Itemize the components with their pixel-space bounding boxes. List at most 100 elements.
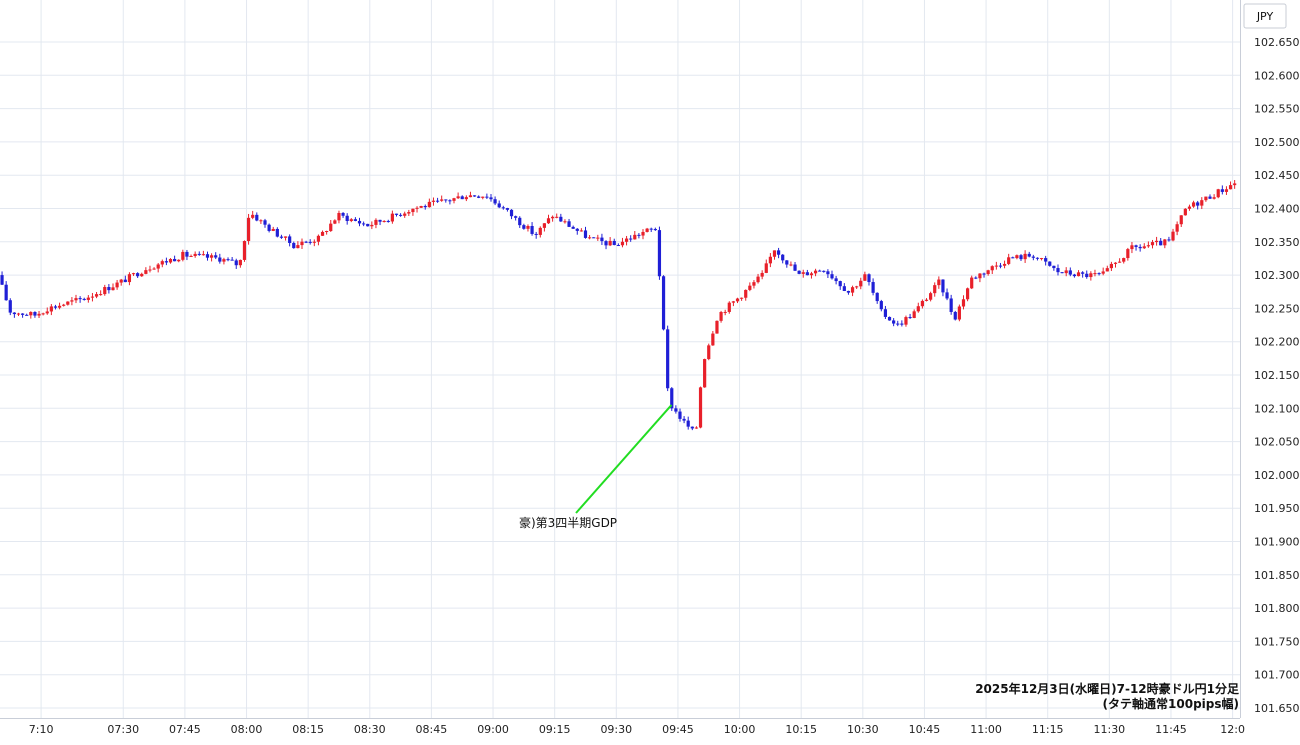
x-tick-label: 09:30 (600, 723, 632, 736)
candle (629, 235, 633, 242)
candle (214, 252, 218, 260)
candle (493, 196, 497, 206)
candle (526, 224, 530, 232)
candle (933, 282, 937, 297)
candle (559, 213, 563, 222)
candle (292, 241, 296, 249)
y-tick-label: 101.950 (1254, 502, 1300, 515)
candle (711, 331, 715, 346)
candle (94, 291, 99, 299)
candle (345, 213, 349, 225)
candle (362, 221, 366, 227)
candle (1031, 254, 1035, 261)
candle (768, 253, 772, 268)
candle (670, 387, 674, 411)
candle (1191, 200, 1196, 208)
y-tick-label: 102.500 (1254, 136, 1300, 149)
y-tick-label: 102.350 (1254, 236, 1300, 249)
candle (719, 310, 723, 323)
candle (875, 292, 879, 304)
candle (998, 262, 1003, 269)
annotation-group: 豪)第3四半期GDP (519, 404, 673, 530)
x-tick-label: 07:30 (107, 723, 139, 736)
candle (300, 238, 304, 249)
candle (1076, 270, 1081, 277)
candle (772, 250, 777, 260)
candle (846, 290, 851, 295)
candle (333, 219, 337, 225)
candle (563, 219, 567, 224)
candle (715, 320, 719, 334)
candle (57, 302, 62, 310)
candle (246, 213, 251, 245)
candle (949, 294, 953, 315)
candle (127, 272, 132, 286)
candle (1068, 267, 1072, 277)
candle (1064, 267, 1068, 277)
candle (793, 261, 797, 271)
candle (587, 234, 592, 240)
candle (296, 241, 300, 249)
candle (12, 312, 16, 318)
candle (341, 212, 345, 218)
candle (189, 254, 193, 258)
candle (612, 238, 616, 246)
candle (357, 217, 362, 227)
caption-line1: 2025年12月3日(水曜日)7-12時豪ドル円1分足 (975, 681, 1239, 696)
candle (781, 254, 785, 264)
candle (8, 298, 12, 316)
candle (592, 237, 596, 239)
x-tick-label: 7:10 (29, 723, 54, 736)
candle (160, 259, 164, 268)
grid (0, 0, 1240, 718)
x-tick-label: 08:30 (354, 723, 386, 736)
candle (785, 260, 789, 268)
candle (119, 278, 123, 286)
candle (111, 283, 115, 291)
candle (185, 249, 189, 261)
candle (776, 247, 781, 259)
candle (456, 192, 460, 199)
candle (867, 273, 871, 286)
candle (1138, 244, 1142, 252)
candle (764, 259, 768, 274)
candle (809, 271, 814, 279)
candle (575, 228, 579, 235)
candle (136, 272, 140, 278)
candle (801, 269, 805, 278)
candle (115, 279, 119, 290)
candle (1200, 197, 1204, 210)
candle (813, 268, 818, 277)
candle (900, 320, 904, 327)
candle (148, 265, 152, 273)
candle (661, 275, 666, 331)
candle (489, 194, 493, 202)
candle (472, 195, 477, 197)
candle (209, 253, 214, 262)
candle (1093, 269, 1097, 277)
candle (624, 235, 629, 246)
candle (1233, 180, 1237, 189)
candle (674, 405, 678, 414)
y-tick-label: 101.700 (1254, 669, 1300, 682)
candle (477, 195, 481, 199)
candle (263, 218, 267, 228)
candle (181, 249, 185, 262)
y-tick-label: 102.600 (1254, 69, 1300, 82)
candle (1220, 185, 1224, 195)
candle (90, 292, 95, 302)
candle (312, 239, 316, 247)
y-tick-label: 102.200 (1254, 336, 1300, 349)
candle (637, 233, 641, 239)
candle (912, 309, 916, 319)
candle (1085, 270, 1089, 279)
candle (666, 325, 670, 392)
x-tick-label: 10:15 (785, 723, 817, 736)
annotation-label: 豪)第3四半期GDP (519, 515, 617, 530)
candle (452, 197, 456, 204)
candle (1109, 261, 1113, 272)
candle (957, 304, 961, 322)
candle (653, 227, 657, 231)
candle (107, 284, 111, 294)
